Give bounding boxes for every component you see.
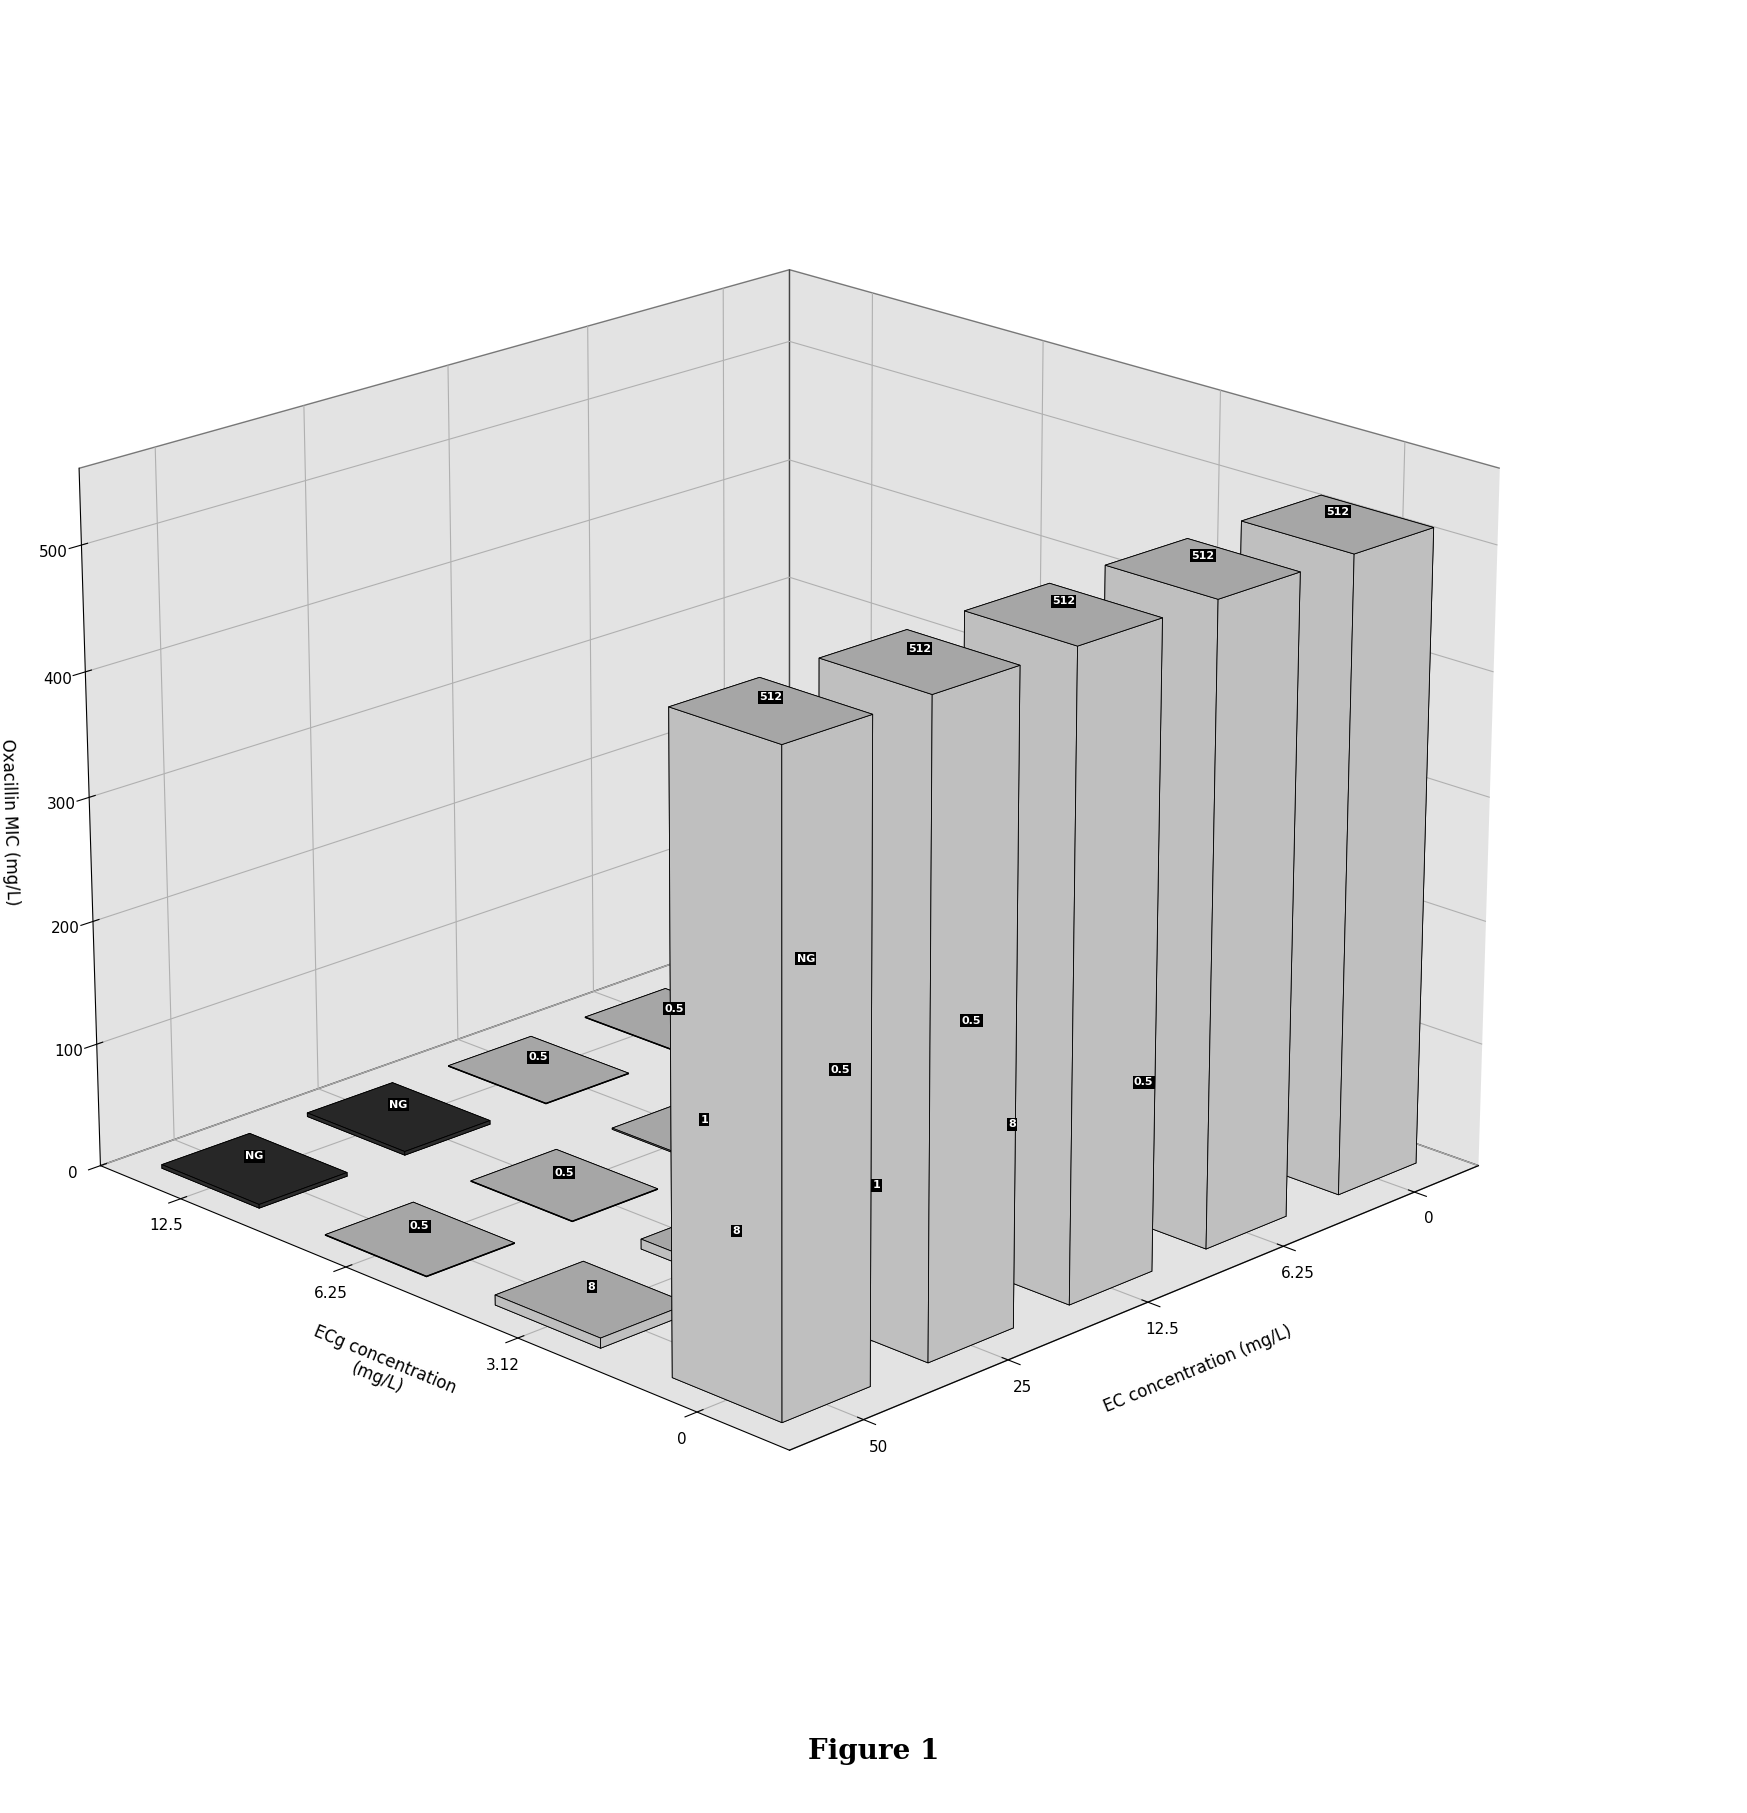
Text: Figure 1: Figure 1: [807, 1737, 940, 1764]
Y-axis label: ECg concentration
(mg/L): ECg concentration (mg/L): [304, 1322, 459, 1416]
X-axis label: EC concentration (mg/L): EC concentration (mg/L): [1101, 1322, 1295, 1416]
